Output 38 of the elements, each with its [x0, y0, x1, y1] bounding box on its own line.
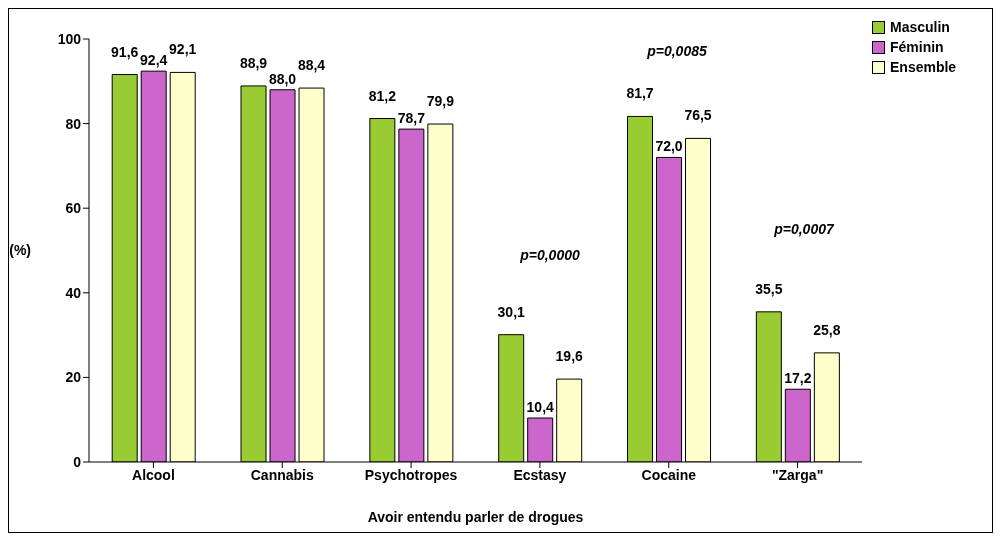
annotation: p=0,0000 [520, 247, 580, 263]
y-tick-label: 40 [65, 284, 82, 301]
data-label: 88,0 [268, 70, 297, 87]
data-label: 81,2 [368, 87, 397, 104]
legend-label: Masculin [890, 19, 950, 35]
x-tick-label: Cannabis [250, 466, 314, 483]
y-tick-label: 60 [65, 200, 82, 217]
data-label: 30,1 [497, 303, 526, 320]
y-tick-label: 0 [73, 453, 82, 470]
x-tick-label: Cocaine [641, 466, 697, 483]
data-label: 72,0 [655, 138, 683, 155]
data-label: 79,9 [426, 93, 455, 110]
x-tick-label: Alcool [132, 466, 175, 483]
x-tick-label: "Zarga" [771, 466, 824, 483]
data-label: 88,4 [297, 57, 326, 74]
annotation: p=0,0007 [774, 221, 834, 237]
data-label: 76,5 [684, 107, 712, 124]
y-tick-label: 20 [65, 369, 82, 386]
data-label: 88,9 [239, 54, 268, 71]
data-label: 91,6 [111, 43, 139, 60]
data-label: 19,6 [555, 348, 584, 365]
y-tick-label: 80 [65, 115, 82, 132]
data-label: 10,4 [526, 399, 555, 416]
data-label: 92,1 [169, 41, 197, 58]
data-label: 17,2 [784, 370, 812, 387]
legend-label: Ensemble [890, 59, 957, 75]
data-label: 92,4 [140, 52, 168, 69]
data-label: 78,7 [397, 110, 426, 127]
y-axis-title: (%) [9, 242, 31, 259]
y-tick-label: 100 [57, 30, 82, 47]
annotation: p=0,0085 [647, 43, 707, 59]
x-axis-title: Avoir entendu parler de drogues [367, 509, 584, 525]
legend-label: Féminin [890, 39, 944, 55]
data-label: 25,8 [813, 321, 841, 338]
data-label: 35,5 [755, 280, 783, 297]
x-tick-label: Ecstasy [513, 466, 567, 483]
x-tick-label: Psychotropes [364, 466, 458, 483]
data-label: 81,7 [626, 85, 654, 102]
